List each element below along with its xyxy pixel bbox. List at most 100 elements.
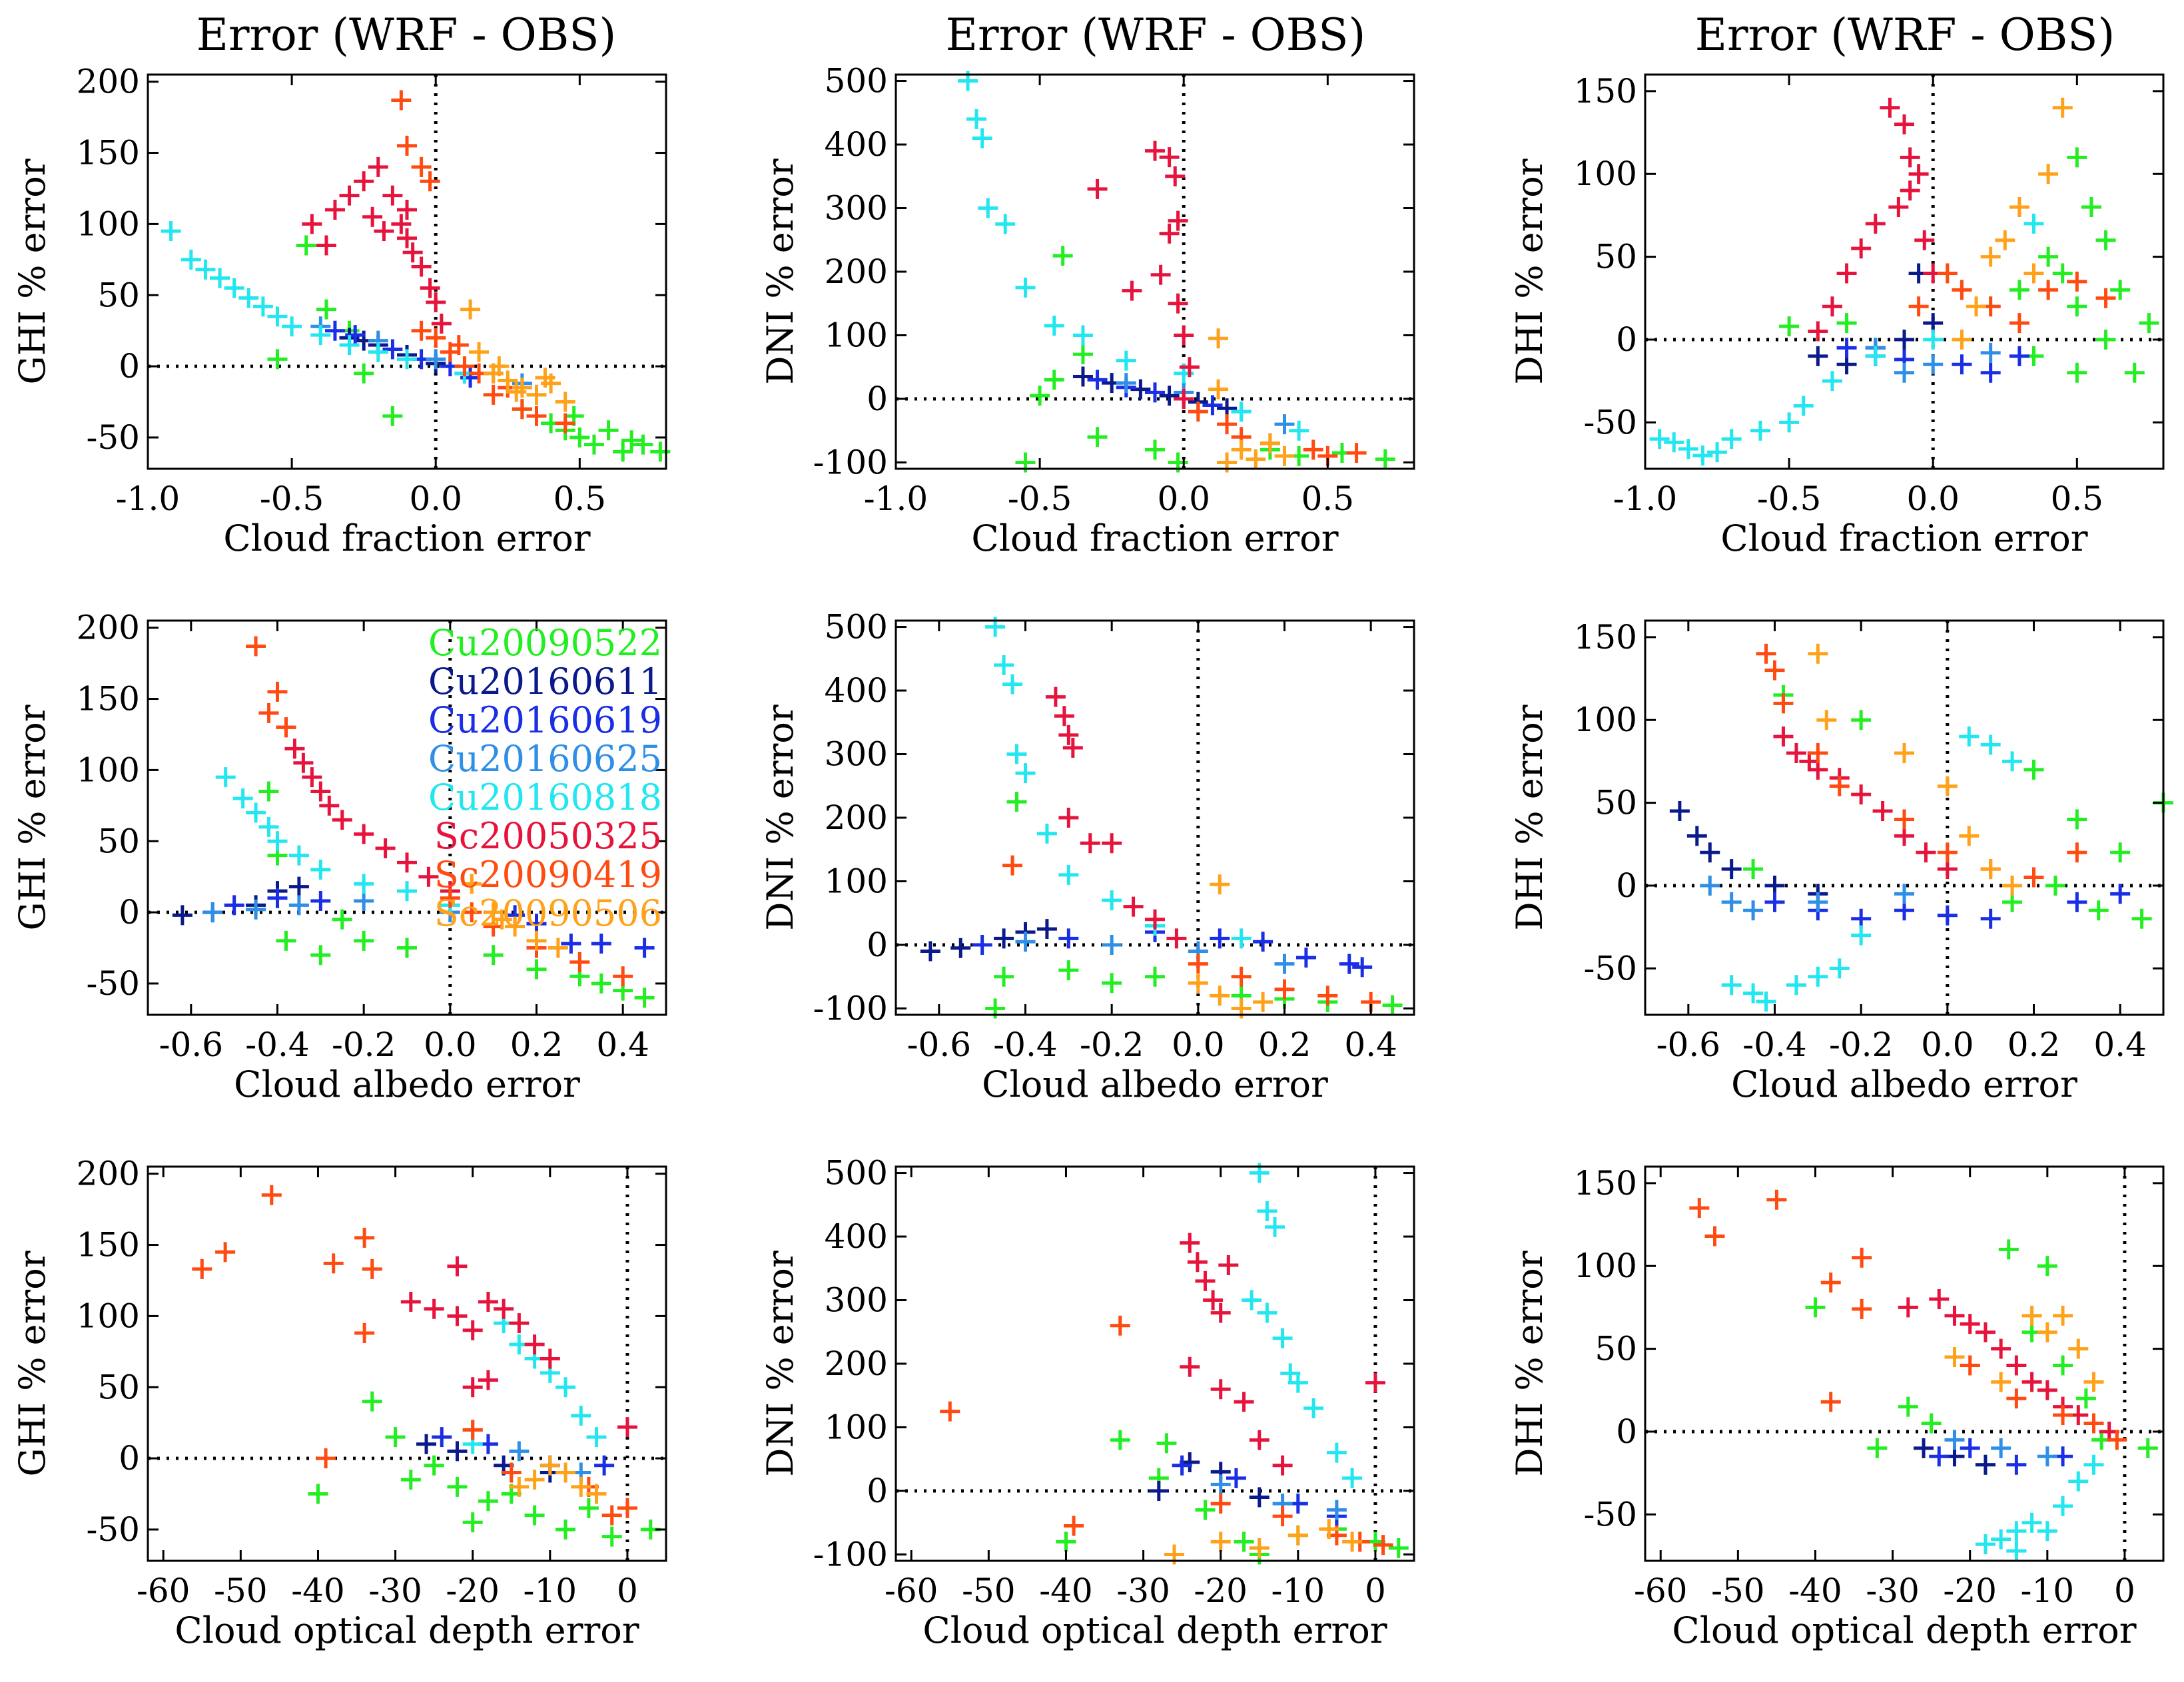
x-tick-label: -1.0 bbox=[864, 479, 928, 518]
data-point bbox=[524, 1505, 545, 1526]
data-point bbox=[2045, 875, 2065, 896]
data-point bbox=[420, 278, 440, 298]
data-point bbox=[1678, 439, 1698, 459]
data-point bbox=[354, 1323, 375, 1344]
data-point bbox=[462, 1512, 483, 1533]
data-point bbox=[1217, 414, 1238, 435]
data-point bbox=[1686, 826, 1707, 846]
data-point bbox=[1264, 1217, 1285, 1237]
series-Cu20160619 bbox=[224, 888, 655, 958]
data-point bbox=[578, 1498, 599, 1518]
data-point bbox=[1779, 412, 1800, 433]
y-tick-label: 50 bbox=[97, 822, 140, 860]
data-point bbox=[1959, 726, 1980, 747]
series-Cu20160818 bbox=[215, 767, 460, 916]
data-point bbox=[1058, 928, 1079, 949]
data-point bbox=[492, 909, 512, 930]
y-tick-label: 100 bbox=[825, 862, 888, 900]
x-tick-label: 0.5 bbox=[2051, 479, 2104, 518]
data-point bbox=[1721, 892, 1742, 912]
data-point bbox=[1851, 925, 1872, 946]
data-point bbox=[1015, 277, 1036, 298]
x-axis-label: Cloud albedo error bbox=[982, 1063, 1328, 1105]
y-tick-label: 50 bbox=[97, 276, 140, 314]
data-point bbox=[238, 288, 259, 308]
data-point bbox=[2037, 1521, 2057, 1542]
data-point bbox=[995, 214, 1016, 234]
data-point bbox=[512, 399, 532, 420]
y-tick-label: 500 bbox=[825, 608, 888, 647]
data-point bbox=[1894, 809, 1914, 830]
data-point bbox=[1820, 1272, 1841, 1293]
data-point bbox=[950, 938, 971, 958]
y-tick-label: 100 bbox=[77, 204, 140, 243]
data-point bbox=[324, 320, 345, 341]
data-point bbox=[1851, 238, 1872, 259]
data-point bbox=[2053, 1496, 2073, 1516]
series-Sc20090506 bbox=[1952, 97, 2073, 350]
data-point bbox=[2037, 1380, 2057, 1400]
y-tick-label: 150 bbox=[1574, 72, 1637, 111]
data-point bbox=[2067, 809, 2087, 830]
data-point bbox=[1764, 660, 1785, 681]
x-tick-label: -0.4 bbox=[993, 1025, 1057, 1064]
data-point bbox=[1960, 1314, 1980, 1334]
data-point bbox=[332, 810, 352, 830]
x-tick-label: 0.0 bbox=[1157, 479, 1210, 518]
data-point bbox=[1929, 1446, 1950, 1467]
data-point bbox=[1234, 1532, 1254, 1552]
data-point bbox=[494, 1298, 514, 1319]
data-point bbox=[489, 356, 510, 377]
data-point bbox=[462, 1420, 483, 1440]
data-point bbox=[1700, 842, 1720, 863]
data-point bbox=[1960, 1438, 1980, 1458]
data-point bbox=[2095, 288, 2116, 308]
data-point bbox=[1172, 1455, 1192, 1476]
plot-frame bbox=[895, 619, 1415, 1016]
series-Cu20160611 bbox=[1072, 366, 1238, 419]
data-point bbox=[2095, 230, 2116, 250]
data-point bbox=[1210, 928, 1230, 949]
data-point bbox=[288, 895, 309, 916]
data-point bbox=[1995, 230, 2015, 250]
column-title-3: Error (WRF - OBS) bbox=[1695, 9, 2115, 61]
data-point bbox=[1916, 842, 1936, 863]
data-point bbox=[267, 681, 288, 702]
data-point bbox=[1914, 230, 1935, 250]
y-tick-label: -50 bbox=[86, 964, 140, 1003]
data-point bbox=[1058, 724, 1079, 745]
data-point bbox=[2006, 1355, 2027, 1376]
data-point bbox=[1180, 1233, 1200, 1253]
data-point bbox=[1649, 429, 1670, 449]
panel-3-3: -60 -50 -40 -30 -20 -10 0 -50 0 50 100 150 Cloud opt… bbox=[1509, 1164, 2165, 1651]
data-point bbox=[1030, 386, 1050, 406]
data-point bbox=[1253, 991, 1274, 1012]
y-tick-label: 50 bbox=[97, 1368, 140, 1406]
data-point bbox=[339, 185, 360, 206]
plot-frame bbox=[147, 1165, 667, 1562]
data-point bbox=[316, 299, 336, 320]
data-point bbox=[1148, 1480, 1169, 1501]
data-point bbox=[1150, 264, 1171, 285]
series-Cu20090522 bbox=[1743, 685, 2173, 929]
y-axis-label: DNI % error bbox=[759, 158, 801, 385]
data-point bbox=[258, 781, 279, 802]
data-point bbox=[509, 1313, 530, 1334]
x-tick-label: 0 bbox=[1365, 1571, 1386, 1610]
data-point bbox=[1808, 321, 1828, 342]
data-point bbox=[316, 235, 336, 256]
data-point bbox=[267, 831, 288, 852]
series-Cu20090522 bbox=[1779, 147, 2159, 383]
data-point bbox=[2009, 313, 2029, 334]
data-point bbox=[161, 221, 181, 242]
data-point bbox=[382, 185, 403, 206]
data-point bbox=[296, 235, 316, 256]
data-point bbox=[447, 1441, 468, 1462]
y-axis-label: GHI % error bbox=[11, 1251, 53, 1476]
data-point bbox=[1036, 823, 1057, 844]
data-point bbox=[1773, 693, 1794, 714]
data-point bbox=[1937, 776, 1958, 796]
legend-entry-Sc20050325: Sc20050325 bbox=[434, 815, 662, 857]
legend-entry-Sc20090506: Sc20090506 bbox=[434, 892, 662, 934]
data-point bbox=[1975, 1322, 1996, 1342]
